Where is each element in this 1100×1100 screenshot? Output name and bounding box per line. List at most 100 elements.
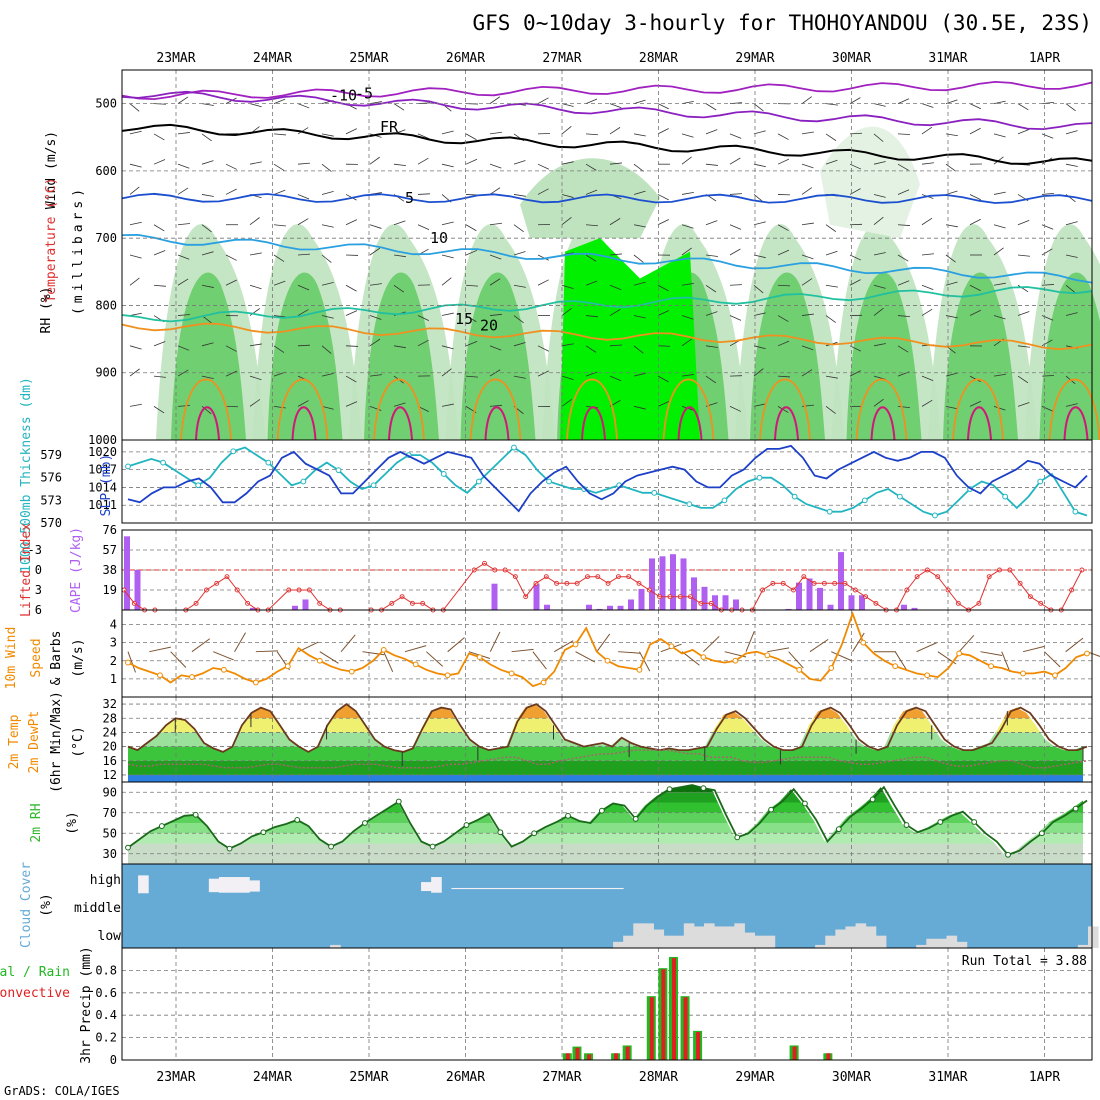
cloud-low-bar xyxy=(683,923,695,948)
cape-bar xyxy=(250,607,256,610)
wind-barb xyxy=(1041,405,1054,412)
wind-barb xyxy=(201,103,214,106)
wind10m-barb xyxy=(1044,651,1061,668)
wind10m-barb xyxy=(1022,645,1045,653)
wind-barb xyxy=(225,345,237,352)
rh-line-point xyxy=(260,829,267,836)
wind-barb xyxy=(129,221,142,226)
isotherm-line xyxy=(121,322,1093,351)
wind-barb xyxy=(513,342,526,347)
thickness-line-point xyxy=(721,497,728,504)
wind-barb xyxy=(177,278,189,286)
wind-barb xyxy=(873,343,886,347)
thickness-tick: 579 xyxy=(40,448,62,462)
wind-barb xyxy=(753,221,766,226)
wind-barb xyxy=(993,247,1004,256)
wind10m-barb xyxy=(234,632,246,652)
thickness-tick: 570 xyxy=(40,516,62,530)
wind-barb xyxy=(441,254,454,259)
wind-barb xyxy=(513,375,526,379)
cape-bar xyxy=(596,608,603,610)
lifted-index-line xyxy=(123,562,1083,611)
wind-barb xyxy=(969,194,981,201)
wind-barb xyxy=(1041,224,1054,230)
rh-line-point xyxy=(497,829,504,836)
isotherm-label: -5 xyxy=(355,85,373,103)
wind-barb xyxy=(969,400,982,407)
wind-barb xyxy=(153,341,166,347)
precip-legend-total: Total / Rain xyxy=(0,965,70,980)
wind-barb xyxy=(921,162,934,165)
wind10m-panel: 1 2 3 4 xyxy=(110,609,1100,698)
rh-line-point xyxy=(1005,851,1011,858)
cape-bar xyxy=(617,605,624,610)
wind-barb xyxy=(777,224,789,231)
top-date-label: 28MAR xyxy=(639,51,678,66)
cape-bar xyxy=(292,605,298,610)
wind10m-barb xyxy=(489,631,501,652)
precip-convective-bar xyxy=(614,1053,619,1060)
wind-barb xyxy=(633,133,646,137)
isotherm-loop-25 xyxy=(484,406,510,441)
wind-barb xyxy=(297,284,310,291)
wind-barb xyxy=(657,219,669,226)
wind-barb xyxy=(129,163,142,168)
cloud-label-2: (%) xyxy=(39,893,54,916)
thickness-line-point xyxy=(511,444,517,451)
wind-barb xyxy=(921,308,933,316)
wind-barb xyxy=(897,345,909,353)
wind10m-barb xyxy=(596,633,611,652)
wind-barb xyxy=(921,284,934,290)
rh2m-panel: 30 50 70 90 xyxy=(103,781,1093,865)
wind-barb xyxy=(945,281,958,286)
wind-barb xyxy=(705,311,718,316)
wind10m-barb xyxy=(681,651,700,666)
wind-barb xyxy=(393,163,406,167)
wind-barb xyxy=(369,315,382,320)
wind10m-barb xyxy=(916,642,937,653)
cloud-low-bar xyxy=(613,941,624,948)
wind-barb xyxy=(681,374,694,377)
wind-barb xyxy=(1017,345,1030,348)
thickness-line-point xyxy=(440,471,447,477)
cloud-low-bar xyxy=(693,926,705,948)
wind-barb xyxy=(1017,220,1030,226)
rh-line-point xyxy=(192,811,199,818)
wind-barb xyxy=(177,254,190,260)
precip-convective-bar xyxy=(826,1053,831,1060)
wind-speed-line-point xyxy=(221,666,227,673)
isotherm-loop-20 xyxy=(855,378,908,441)
wind-barb xyxy=(993,282,1006,286)
precip-convective-bar xyxy=(565,1053,570,1060)
top-date-label: 29MAR xyxy=(735,51,774,66)
cape-tick: 38 xyxy=(103,563,117,577)
cloud-high-bar xyxy=(249,880,260,892)
cloud-high-bar xyxy=(562,887,574,890)
wind-barb xyxy=(609,103,622,109)
cloud-high-bar xyxy=(208,878,220,893)
rh-line xyxy=(127,784,1088,856)
wind-barb xyxy=(825,375,838,379)
wind-barb xyxy=(705,345,718,348)
isotherm-line xyxy=(121,90,1093,131)
rh-line-point xyxy=(158,823,165,829)
wind-barb xyxy=(585,371,598,377)
cloud-low-bar xyxy=(815,944,826,948)
wind-tick: 1 xyxy=(110,672,117,686)
precip-tick: 0.6 xyxy=(95,986,117,1000)
wind-barb xyxy=(897,163,909,171)
cape-bar xyxy=(701,586,708,610)
thickness-line-point xyxy=(546,478,552,485)
wind-barb xyxy=(945,99,958,105)
wind-barb xyxy=(873,307,884,316)
wind-barb xyxy=(177,132,190,135)
wind-barb xyxy=(225,254,237,261)
slp-tick: 1017 xyxy=(88,463,117,477)
rh-line-point xyxy=(531,830,538,837)
cape-bar xyxy=(817,587,823,610)
wind10m-barb xyxy=(618,651,641,654)
wind-barb xyxy=(969,284,981,292)
cloud-high-bar xyxy=(592,887,604,890)
thickness-line-point xyxy=(651,489,658,496)
cloud-high-bar xyxy=(461,887,473,890)
